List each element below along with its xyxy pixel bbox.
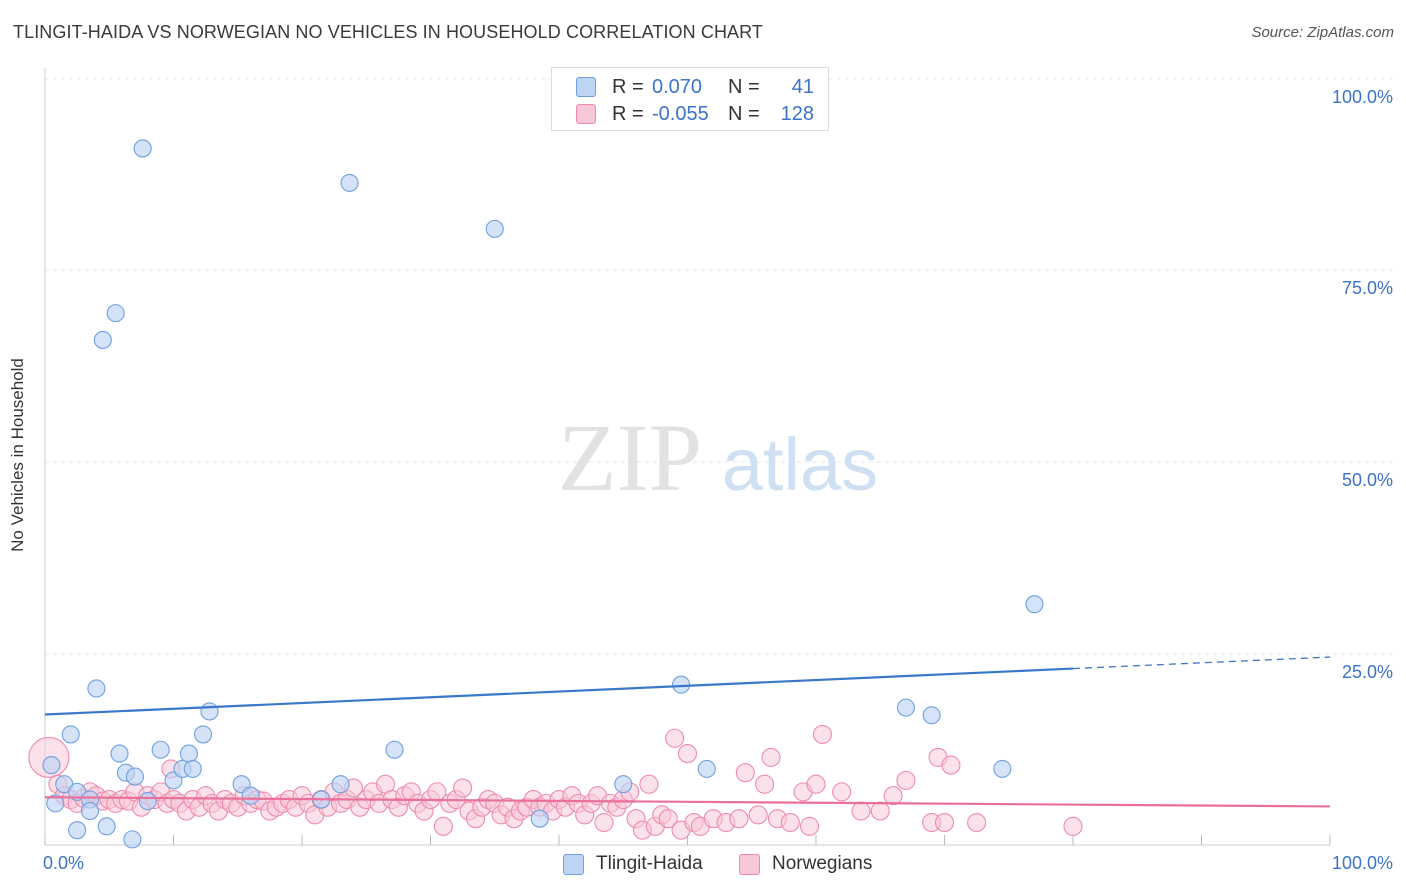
tlingit-haida-point [241, 786, 260, 805]
norwegians-point [870, 801, 890, 821]
tlingit-haida-point [896, 698, 916, 717]
tlingit-haida-trend-line [44, 667, 1074, 716]
legend-n-label: N = [728, 75, 760, 98]
legend-swatch-pink [576, 104, 596, 124]
norwegians-point [453, 778, 473, 798]
legend-r-value: -0.055 [652, 102, 709, 125]
trend-lines [44, 656, 1331, 808]
legend-r-value: 0.070 [652, 75, 703, 98]
legend-row-norwegians: R = -0.055 N = 128 [576, 102, 814, 126]
y-tick-label: 100.0% [1332, 87, 1393, 107]
norwegians-point [967, 812, 987, 833]
norwegians-point [812, 724, 832, 744]
tlingit-haida-point [138, 792, 157, 811]
norwegians-point [934, 812, 955, 833]
y-axis-label: No Vehicles in Household [8, 358, 27, 552]
x-tick-label-max: 100.0% [1332, 853, 1393, 873]
tlingit-haida-point [331, 775, 350, 794]
tlingit-haida-point [183, 759, 202, 778]
source-label: Source: ZipAtlas.com [1251, 24, 1394, 41]
tlingit-haida-point [42, 756, 61, 775]
bottom-legend-label: Norwegians [772, 853, 873, 874]
norwegians-point [748, 805, 768, 825]
norwegians-point [800, 816, 820, 836]
tlingit-haida-point [46, 794, 65, 813]
tlingit-haida-point [530, 809, 549, 828]
tlingit-haida-trend-extension [1072, 656, 1331, 670]
tlingit-haida-point [87, 679, 106, 698]
tlingit-haida-points [42, 139, 1044, 849]
tlingit-haida-point [61, 725, 80, 744]
norwegians-point [1063, 816, 1083, 836]
tlingit-haida-point [194, 725, 213, 744]
y-tick-label: 50.0% [1342, 470, 1393, 490]
bottom-legend-swatch-blue [563, 853, 584, 875]
tlingit-haida-point [80, 801, 100, 821]
watermark-atlas: atlas [722, 423, 878, 506]
legend-swatch-blue [576, 77, 596, 97]
norwegians-point [941, 755, 961, 775]
tlingit-haida-point [93, 330, 112, 349]
norwegians-point [806, 774, 826, 794]
bottom-legend-swatch-pink [739, 853, 760, 875]
legend-row-tlingit-haida: R = 0.070 N = 41 [576, 75, 814, 99]
norwegians-point [665, 728, 685, 748]
norwegians-trend-line [44, 796, 1331, 808]
watermark-zip: ZIP [558, 404, 702, 511]
legend-r-label: R = [612, 75, 644, 98]
tlingit-haida-point [123, 830, 142, 849]
tlingit-haida-point [385, 740, 404, 759]
grid-layer [45, 78, 1395, 655]
norwegians-point [780, 812, 800, 833]
bottom-legend-norwegians: Norwegians [739, 852, 872, 876]
norwegians-point [832, 782, 852, 802]
chart-title: TLINGIT-HAIDA VS NORWEGIAN NO VEHICLES I… [13, 22, 764, 42]
norwegians-point [639, 774, 659, 794]
legend-r-label: R = [612, 102, 644, 125]
tlingit-haida-point [133, 139, 152, 158]
tlingit-haida-point [922, 706, 941, 725]
norwegians-point [729, 809, 749, 829]
tlingit-haida-point [106, 304, 125, 323]
axis-layer [44, 68, 1331, 846]
norwegians-point [433, 816, 453, 836]
tlingit-haida-point [110, 744, 129, 763]
norwegians-point [851, 801, 871, 821]
norwegians-point [658, 809, 678, 829]
watermark: ZIP atlas [558, 404, 878, 511]
norwegians-point [755, 774, 775, 794]
bottom-legend-label: Tlingit-Haida [596, 853, 703, 874]
norwegians-point [761, 747, 781, 767]
correlation-legend: R = 0.070 N = 41 R = -0.055 N = 128 [551, 67, 829, 131]
tlingit-haida-point [697, 759, 716, 778]
tlingit-haida-point [993, 759, 1012, 778]
tlingit-haida-point [179, 744, 198, 763]
norwegians-points [28, 724, 1083, 840]
tlingit-haida-point [125, 767, 144, 786]
tlingit-haida-point [1025, 595, 1044, 614]
tlingit-haida-point [672, 675, 691, 694]
tlingit-haida-point [614, 775, 633, 794]
tlingit-haida-point [68, 821, 87, 840]
tick-labels: 100.0% 75.0% 50.0% 25.0% 0.0% 100.0% [43, 87, 1393, 873]
y-tick-label: 25.0% [1342, 662, 1393, 682]
tlingit-haida-point [485, 219, 504, 238]
norwegians-point [594, 812, 614, 833]
tlingit-haida-point [200, 702, 219, 721]
legend-n-label: N = [728, 102, 760, 125]
tlingit-haida-point [97, 817, 116, 836]
norwegians-point [883, 786, 903, 806]
tlingit-haida-point [340, 173, 359, 192]
y-tick-label: 75.0% [1342, 278, 1393, 298]
bottom-legend-tlingit-haida: Tlingit-Haida [563, 852, 703, 876]
legend-n-value: 41 [791, 75, 814, 98]
tlingit-haida-point [151, 740, 170, 759]
norwegians-point [677, 744, 698, 764]
legend-n-value: 128 [780, 102, 814, 125]
x-tick-label-min: 0.0% [43, 853, 84, 873]
norwegians-point [735, 763, 755, 783]
norwegians-point [896, 770, 916, 790]
